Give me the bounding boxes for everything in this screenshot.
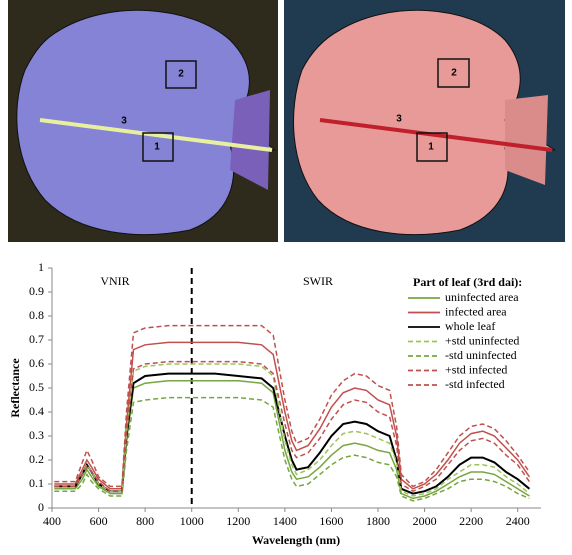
annotation: SWIR bbox=[303, 274, 333, 288]
x-tick-label: 1000 bbox=[180, 514, 204, 528]
roi-label: 2 bbox=[178, 69, 184, 80]
y-axis-title: Reflectance bbox=[8, 358, 22, 418]
roi-label: 1 bbox=[428, 142, 434, 153]
y-tick-label: 0.4 bbox=[29, 404, 44, 418]
x-tick-label: 1400 bbox=[273, 514, 297, 528]
y-tick-label: 0.8 bbox=[29, 308, 44, 322]
roi-label: 2 bbox=[451, 68, 457, 79]
series-line bbox=[54, 341, 531, 490]
x-tick-label: 400 bbox=[43, 514, 61, 528]
roi-label: 3 bbox=[396, 114, 402, 125]
series-line bbox=[54, 380, 530, 500]
x-tick-label: 2200 bbox=[459, 514, 483, 528]
series-line bbox=[54, 360, 531, 493]
y-tick-label: 0.3 bbox=[29, 428, 44, 442]
roi-box bbox=[416, 132, 448, 162]
x-axis-title: Wavelength (nm) bbox=[252, 533, 340, 547]
swir-image: 2 3 1 bbox=[284, 0, 565, 242]
y-tick-label: 0 bbox=[38, 500, 44, 514]
x-tick-label: 1600 bbox=[319, 514, 343, 528]
roi-label: 1 bbox=[154, 142, 160, 153]
x-tick-label: 600 bbox=[90, 514, 108, 528]
y-tick-label: 0.5 bbox=[29, 380, 44, 394]
vnir-image: 2 3 1 bbox=[8, 0, 278, 242]
roi-label: 3 bbox=[121, 116, 127, 127]
series-line bbox=[54, 363, 530, 497]
y-tick-label: 0.6 bbox=[29, 356, 44, 370]
x-tick-label: 1800 bbox=[366, 514, 390, 528]
roi-box bbox=[142, 132, 174, 162]
annotation: VNIR bbox=[100, 274, 129, 288]
legend-label: +std uninfected bbox=[445, 333, 519, 347]
series-line bbox=[54, 396, 530, 502]
y-tick-label: 0.2 bbox=[29, 452, 44, 466]
legend-label: infected area bbox=[445, 304, 507, 318]
leaf-fragment bbox=[230, 90, 270, 190]
y-tick-label: 1 bbox=[38, 260, 44, 274]
x-tick-label: 1200 bbox=[226, 514, 250, 528]
y-tick-label: 0.1 bbox=[29, 476, 44, 490]
legend-title: Part of leaf (3rd dai): bbox=[413, 275, 522, 289]
leaf bbox=[293, 9, 556, 236]
x-tick-label: 2000 bbox=[413, 514, 437, 528]
leaf-vein bbox=[39, 118, 273, 152]
x-tick-label: 2400 bbox=[506, 514, 530, 528]
leaf-vein bbox=[319, 118, 553, 152]
legend-label: +std infected bbox=[445, 362, 507, 376]
roi-box bbox=[165, 60, 197, 89]
leaf bbox=[16, 9, 277, 236]
leaf-fragment bbox=[505, 95, 548, 185]
legend-label: -std infected bbox=[445, 377, 505, 391]
legend-label: whole leaf bbox=[445, 319, 495, 333]
roi-box bbox=[437, 58, 470, 88]
y-tick-label: 0.9 bbox=[29, 284, 44, 298]
y-tick-label: 0.7 bbox=[29, 332, 44, 346]
x-tick-label: 800 bbox=[136, 514, 154, 528]
legend-label: -std uninfected bbox=[445, 348, 517, 362]
legend-label: uninfected area bbox=[445, 290, 519, 304]
